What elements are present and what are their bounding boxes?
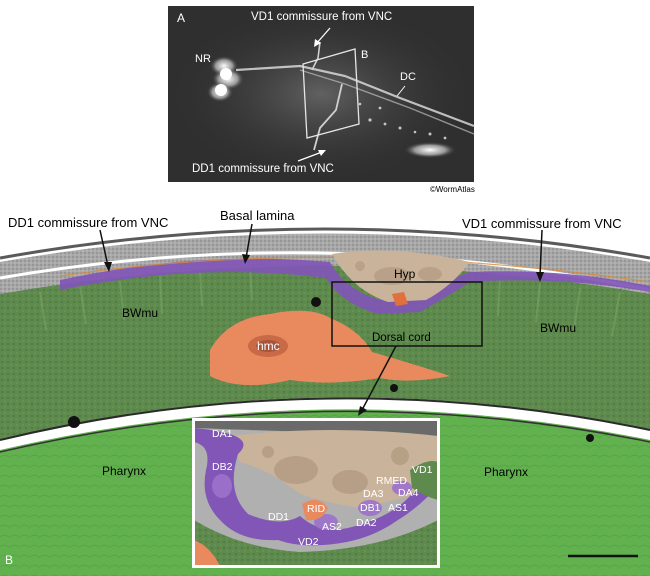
label-pharynx-right: Pharynx bbox=[484, 465, 528, 479]
inset-label-vd1: VD1 bbox=[412, 464, 433, 476]
dd1-commissure-fluorescence bbox=[313, 83, 343, 151]
label-basal-lamina: Basal lamina bbox=[220, 208, 295, 223]
label-vd1-commissure-a: VD1 commissure from VNC bbox=[251, 11, 392, 23]
nerve-ring-glow bbox=[207, 56, 244, 102]
label-dd1-commissure-a: DD1 commissure from VNC bbox=[192, 163, 334, 175]
inset-region-box bbox=[331, 281, 483, 347]
panel-a-micrograph: A VD1 commissure from VNC NR B DC DD1 co… bbox=[168, 6, 475, 194]
inset-micrograph: DA1 DB2 DD1 RID AS2 VD2 DA2 DB1 DA3 RMED… bbox=[192, 418, 440, 568]
inset-label-as1: AS1 bbox=[388, 502, 408, 514]
inset-label-db2: DB2 bbox=[212, 461, 233, 473]
dense-bodies bbox=[68, 297, 594, 442]
inset-label-da3: DA3 bbox=[363, 488, 384, 500]
inset-label-vd2: VD2 bbox=[298, 536, 319, 548]
label-dorsal-cord-a: DC bbox=[400, 71, 416, 83]
label-hypodermis: Hyp bbox=[394, 267, 416, 281]
inset-label-rmed: RMED bbox=[376, 475, 407, 487]
label-hmc: hmc bbox=[257, 339, 280, 353]
label-bwmu-right: BWmu bbox=[540, 321, 576, 335]
inset-label-rid: RID bbox=[307, 503, 326, 515]
label-pharynx-left: Pharynx bbox=[102, 464, 146, 478]
neuron-band bbox=[60, 258, 650, 314]
label-vd1-commissure-b: VD1 commissure from VNC bbox=[462, 216, 622, 231]
inset-label-db1: DB1 bbox=[360, 502, 381, 514]
dorsal-cord-fluorescence bbox=[235, 64, 475, 128]
label-b-box: B bbox=[361, 49, 368, 61]
inset-label-da2: DA2 bbox=[356, 517, 377, 529]
label-bwmu-left: BWmu bbox=[122, 306, 158, 320]
wormatlas-credit: ©WormAtlas bbox=[430, 185, 475, 194]
head-mesodermal-cell bbox=[210, 310, 450, 386]
inset-label-as2: AS2 bbox=[322, 521, 342, 533]
vd1-commissure-fluorescence bbox=[311, 41, 321, 71]
label-nerve-ring: NR bbox=[195, 53, 211, 65]
inset-label-da1: DA1 bbox=[212, 428, 233, 440]
label-dd1-commissure-b: DD1 commissure from VNC bbox=[8, 215, 168, 230]
panel-b-region-box bbox=[302, 48, 360, 139]
label-dorsal-cord-b: Dorsal cord bbox=[372, 332, 431, 344]
panel-a-letter: A bbox=[177, 11, 185, 25]
ventral-glow bbox=[404, 142, 456, 158]
panel-b-letter: B bbox=[5, 553, 13, 567]
inset-label-dd1: DD1 bbox=[268, 511, 289, 523]
inset-label-da4: DA4 bbox=[398, 487, 419, 499]
panel-b-micrograph bbox=[0, 223, 650, 576]
